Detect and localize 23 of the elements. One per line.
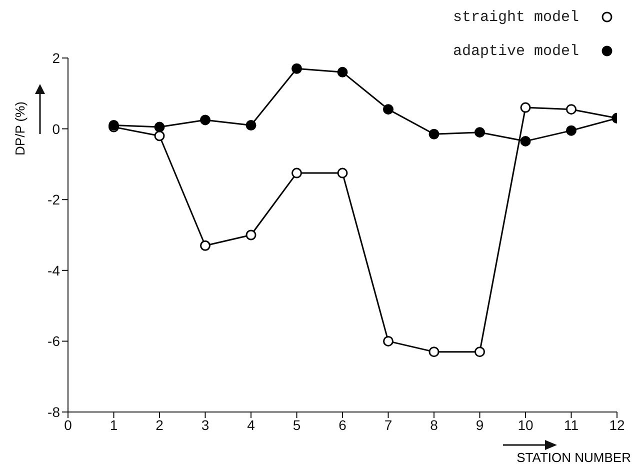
x-tick-label: 5: [292, 416, 301, 433]
y-tick-label: -6: [48, 333, 60, 350]
x-tick-label: 8: [430, 416, 438, 433]
y-tick-label: -8: [48, 404, 60, 420]
y-tick-label: 2: [52, 50, 60, 66]
x-tick-label: 12: [609, 416, 625, 433]
legend-label: straight model: [452, 8, 579, 26]
y-tick-label: -2: [48, 192, 60, 208]
x-tick-label: 4: [247, 416, 256, 433]
x-tick-label: 1: [110, 416, 118, 433]
y-axis-title: DP/P (%): [12, 101, 28, 155]
x-tick-label: 11: [564, 416, 579, 433]
x-tick-label: 6: [338, 416, 347, 433]
y-tick-label: 0: [52, 120, 60, 137]
y-tick-label: -4: [48, 262, 60, 278]
x-axis-title: STATION NUMBER: [516, 450, 631, 465]
x-tick-label: 3: [201, 416, 210, 433]
x-tick-label: 10: [518, 416, 534, 433]
x-tick-label: 9: [476, 416, 484, 433]
x-tick-label: 2: [156, 416, 164, 433]
x-tick-label: 0: [64, 416, 72, 433]
x-tick-label: 7: [384, 416, 392, 433]
legend-label: adaptive model: [452, 42, 579, 60]
